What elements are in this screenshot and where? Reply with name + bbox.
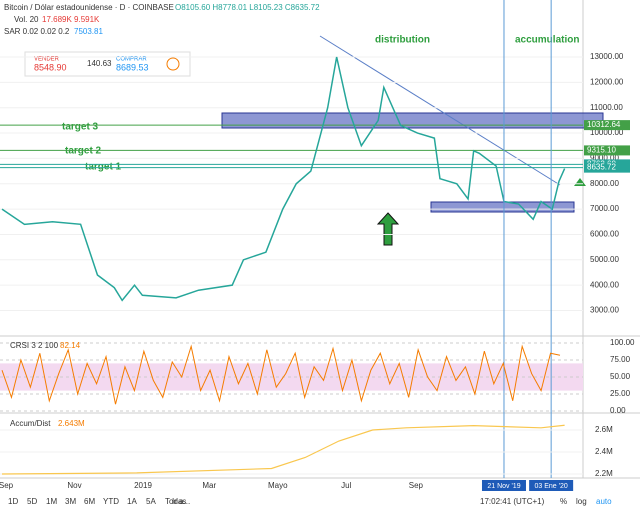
x-tick-label: Jul	[341, 481, 351, 490]
crsi-tick-label: 25.00	[610, 389, 631, 398]
goto[interactable]: Ir a...	[172, 497, 190, 506]
ohlc: O8105.60 H8778.01 L8105.23 C8635.72	[175, 3, 320, 12]
crsi-tick-label: 75.00	[610, 355, 631, 364]
vol: Vol. 20	[14, 15, 39, 24]
x-tick-label: 2019	[134, 481, 152, 490]
price-tick-label: 10000.00	[590, 128, 624, 137]
crsi-tick-label: 0.00	[610, 406, 626, 415]
crsi-line	[1, 344, 561, 405]
annotation: target 3	[62, 122, 99, 133]
range-button[interactable]: Todas	[165, 497, 186, 506]
info-icon[interactable]	[166, 57, 180, 71]
range-button[interactable]: 1D	[8, 497, 18, 506]
price-tick-label: 12000.00	[590, 77, 624, 86]
spread: 140.63	[87, 59, 112, 68]
annotation: accumulation	[515, 35, 579, 46]
resistance-box	[221, 112, 604, 129]
price-tick-label: 13000.00	[590, 52, 624, 61]
x-tick-label: Sep	[0, 481, 14, 490]
price-tick-label: 5000.00	[590, 255, 619, 264]
accum-label: Accum/Dist	[10, 419, 51, 428]
range-button[interactable]: YTD	[103, 497, 119, 506]
accum-tick-label: 2.4M	[595, 447, 613, 456]
range-button[interactable]: 6M	[84, 497, 95, 506]
sar-value: 7503.81	[74, 27, 103, 36]
price-tick-label: 11000.00	[590, 103, 623, 112]
sell-price[interactable]: 8548.90	[34, 62, 67, 72]
x-tick-label: Nov	[67, 481, 81, 490]
price-tick-label: 9000.00	[590, 154, 619, 163]
auto[interactable]: auto	[596, 497, 612, 506]
accum-line	[1, 424, 565, 475]
date-label: 21 Nov '19	[487, 483, 520, 490]
crsi-band	[0, 363, 583, 391]
annotation: distribution	[375, 35, 430, 46]
time: 17:02:41 (UTC+1)	[480, 497, 545, 506]
up-arrow	[376, 212, 400, 246]
range-button[interactable]: 5D	[27, 497, 37, 506]
level-label: 8635.72	[587, 163, 616, 172]
trade-widget[interactable]	[24, 51, 191, 77]
x-tick-label: Mayo	[268, 481, 288, 490]
price-tick-label: 6000.00	[590, 230, 619, 239]
pct[interactable]: %	[560, 497, 567, 506]
x-tick-label: Mar	[202, 481, 216, 490]
crsi-tick-label: 100.00	[610, 338, 635, 347]
trend-line	[319, 35, 561, 186]
annotation: target 2	[65, 146, 102, 157]
price-tick-label: 8000.00	[590, 179, 619, 188]
range-button[interactable]: 1M	[46, 497, 57, 506]
level-tag	[584, 120, 630, 131]
accum-tick-label: 2.2M	[595, 469, 613, 478]
crsi-tick-label: 50.00	[610, 372, 631, 381]
sell-label[interactable]: VENDER	[34, 57, 60, 63]
accum-value: 2.643M	[58, 419, 85, 428]
vol-values: 17.689K 9.591K	[42, 15, 100, 24]
range-button[interactable]: 5A	[146, 497, 156, 506]
level-label: 9315.10	[587, 146, 616, 155]
sar: SAR 0.02 0.02 0.2	[4, 27, 70, 36]
accum-tick-label: 2.6M	[595, 425, 613, 434]
date-tag	[481, 480, 526, 491]
price-tick-label: 4000.00	[590, 280, 619, 289]
x-tick-label: Sep	[409, 481, 424, 490]
date-tag	[529, 480, 574, 491]
level-tag	[584, 162, 630, 173]
price-tick-label: 7000.00	[590, 204, 619, 213]
crsi-value: 82.14	[60, 341, 81, 350]
range-button[interactable]: 3M	[65, 497, 76, 506]
symbol: Bitcoin / Dólar estadounidense · D · COI…	[4, 3, 174, 12]
buy-price[interactable]: 8689.53	[116, 62, 149, 72]
date-label: 03 Ene '20	[535, 483, 568, 490]
price-tick-label: 3000.00	[590, 306, 619, 315]
price-line	[1, 56, 566, 302]
level-tag	[584, 145, 630, 156]
range-button[interactable]: 1A	[127, 497, 137, 506]
buy-label[interactable]: COMPRAR	[116, 57, 147, 63]
crsi-label: CRSI 3 2 100	[10, 341, 59, 350]
support-box	[430, 201, 575, 213]
log[interactable]: log	[576, 497, 587, 506]
level-label: 10312.64	[587, 120, 621, 129]
